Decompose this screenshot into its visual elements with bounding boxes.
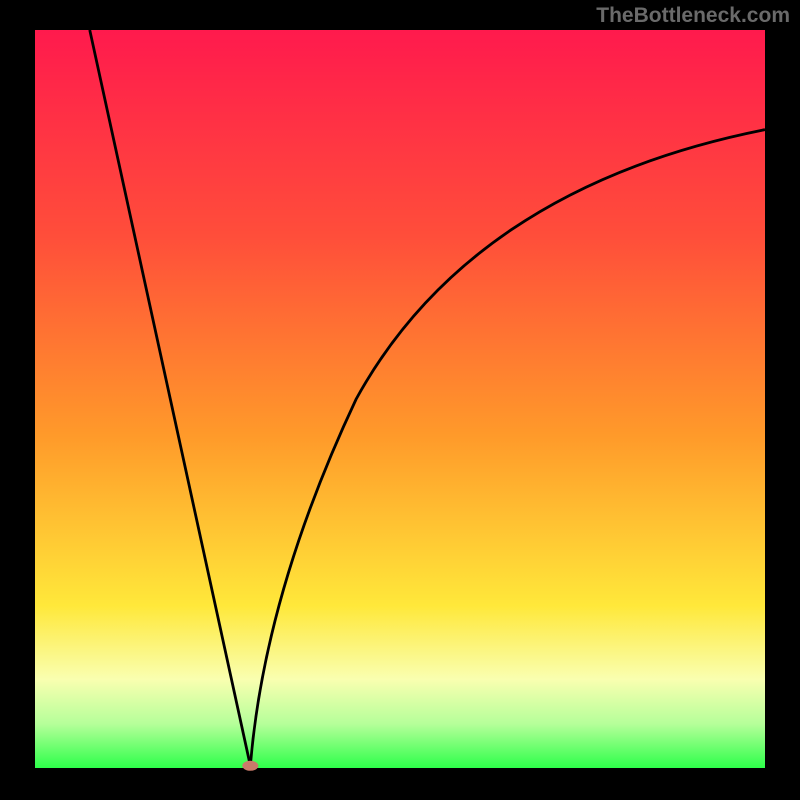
minimum-marker: [242, 761, 258, 771]
right-curve-path: [250, 130, 765, 766]
chart-curves: [35, 30, 765, 768]
chart-plot-area: [35, 30, 765, 768]
left-curve-path: [90, 30, 251, 766]
watermark-text: TheBottleneck.com: [596, 4, 790, 28]
